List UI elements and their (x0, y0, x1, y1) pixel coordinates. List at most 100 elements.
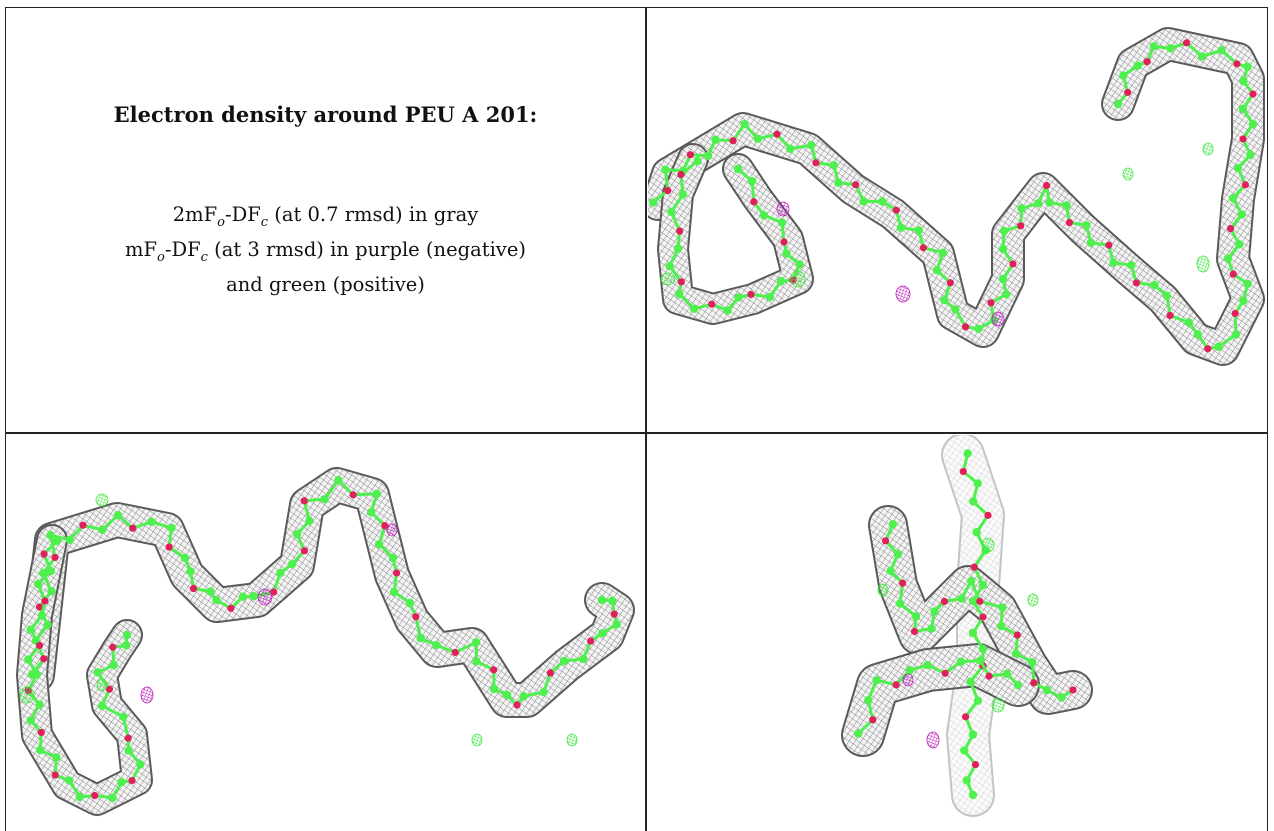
carbon-atom (927, 624, 936, 633)
carbon-atom (854, 729, 863, 738)
ligand-model (649, 39, 1258, 353)
oxygen-atom (976, 597, 984, 605)
caption-cell: Electron density around PEU A 201: 2mFo-… (7, 9, 644, 431)
carbon-atom (1113, 99, 1123, 109)
oxygen-atom (35, 641, 44, 650)
carbon-atom (24, 655, 33, 664)
carbon-atom (502, 690, 512, 700)
carbon-atom (886, 566, 895, 576)
oxygen-atom (129, 524, 137, 532)
l1-mid: -DF (224, 203, 261, 226)
density-view-1 (648, 9, 1266, 431)
carbon-atom (1184, 318, 1194, 327)
carbon-atom (1239, 296, 1248, 305)
oxygen-atom (227, 604, 235, 612)
carbon-atom (52, 536, 62, 546)
oxygen-atom (985, 672, 993, 680)
carbon-atom (1082, 221, 1091, 230)
carbon-atom (47, 586, 56, 596)
oxygen-atom (970, 563, 978, 571)
carbon-atom (597, 595, 607, 605)
carbon-atom (559, 656, 569, 666)
carbon-atom (689, 304, 699, 314)
carbon-atom (366, 508, 376, 517)
carbon-atom (276, 568, 285, 578)
oxygen-atom (940, 597, 949, 606)
oxygen-atom (41, 597, 49, 605)
carbon-atom (598, 628, 607, 638)
carbon-atom (26, 716, 35, 725)
carbon-atom (612, 620, 621, 629)
carbon-atom (52, 753, 61, 762)
oxygen-atom (189, 584, 198, 593)
carbon-atom (1127, 261, 1136, 270)
oxygen-atom (1229, 270, 1237, 278)
oxygen-atom (979, 613, 987, 621)
negative-difference-blob (895, 285, 911, 303)
oxygen-atom (1132, 279, 1141, 287)
carbon-atom (998, 274, 1008, 284)
oxygen-atom (1143, 58, 1151, 66)
carbon-atom (974, 324, 983, 334)
carbon-atom (372, 489, 382, 498)
oxygen-atom (1231, 309, 1239, 318)
carbon-atom (978, 644, 988, 654)
carbon-atom (968, 730, 978, 739)
carbon-atom (1062, 201, 1071, 210)
carbon-atom (249, 592, 258, 601)
carbon-atom (723, 306, 732, 315)
carbon-atom (930, 607, 939, 616)
carbon-atom (292, 529, 302, 539)
carbon-atom (978, 580, 988, 590)
negative-difference-blob (140, 686, 154, 704)
positive-difference-blob (1202, 142, 1214, 156)
carbon-atom (1086, 238, 1096, 247)
density-envelope (16, 524, 153, 816)
carbon-atom (416, 634, 425, 643)
oxygen-atom (124, 734, 132, 742)
carbon-atom (26, 625, 35, 634)
carbon-atom (432, 640, 441, 650)
carbon-atom (33, 579, 43, 589)
ligand-model (24, 536, 145, 803)
carbon-atom (98, 525, 107, 534)
carbon-atom (124, 746, 133, 755)
carbon-atom (1193, 330, 1202, 339)
carbon-atom (951, 305, 960, 314)
carbon-atom (807, 141, 816, 150)
carbon-atom (733, 164, 743, 174)
carbon-atom (46, 531, 55, 540)
oxygen-atom (961, 323, 970, 331)
l2-sub-o: o (157, 249, 165, 265)
carbon-atom (1057, 693, 1066, 702)
l1-pre: 2mF (172, 203, 218, 226)
carbon-atom (673, 244, 683, 253)
oxygen-atom (892, 681, 900, 689)
oxygen-atom (1241, 181, 1250, 189)
l1-sub-c: c (260, 214, 269, 230)
carbon-atom (747, 177, 757, 186)
oxygen-atom (91, 791, 99, 800)
positive-difference-blob (471, 733, 483, 747)
oxygen-atom (1069, 686, 1077, 694)
carbon-atom (703, 151, 713, 160)
oxygen-atom (747, 290, 755, 299)
oxygen-atom (128, 776, 136, 785)
carbon-atom (122, 630, 132, 640)
carbon-atom (998, 244, 1008, 254)
oxygen-atom (677, 170, 685, 179)
carbon-atom (923, 660, 932, 670)
oxygen-atom (910, 627, 919, 636)
carbon-atom (1239, 77, 1248, 86)
oxygen-atom (412, 613, 420, 621)
carbon-atom (878, 197, 887, 206)
carbon-atom (829, 161, 839, 170)
carbon-atom (1214, 342, 1223, 351)
carbon-atom (1027, 658, 1037, 667)
carbon-atom (957, 594, 966, 603)
oxygen-atom (51, 553, 59, 562)
carbon-atom (489, 684, 499, 694)
carbon-atom (519, 692, 528, 701)
oxygen-atom (946, 279, 954, 287)
oxygen-atom (513, 701, 521, 709)
